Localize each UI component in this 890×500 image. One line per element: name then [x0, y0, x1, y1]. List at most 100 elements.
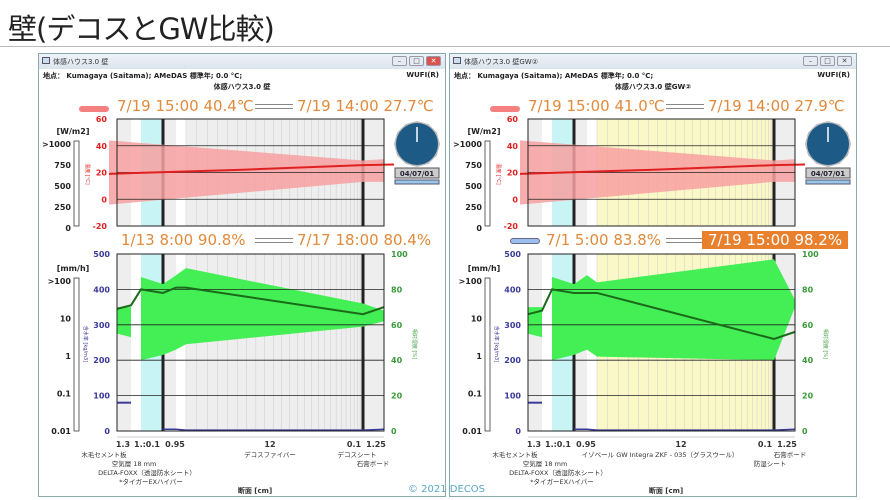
rain-tick-label: 0.01 [462, 427, 482, 436]
rh-tick-label: 40 [391, 356, 403, 365]
rh-left-readout: 7/1 5:00 83.8% [546, 231, 662, 249]
layer-thickness-label: 1.25 [777, 440, 797, 449]
wufi-label: WUFI(R) [817, 71, 850, 79]
water-tick-label: 300 [504, 321, 521, 330]
rh-right-readout: 7/17 18:00 80.4% [297, 231, 432, 249]
layer-thickness-label: 12 [675, 440, 686, 449]
rh-tick-label: 20 [391, 392, 403, 401]
temp-axis-label: 温度 [°C] [495, 163, 502, 185]
rain-tick-label: 1 [476, 352, 482, 361]
material-label: *タイガーEXハイパー [530, 477, 594, 486]
layer-thickness-label: 0.95 [165, 440, 185, 449]
date-label: 04/07/01 [400, 170, 434, 178]
temp-tick-label: 40 [96, 142, 108, 151]
water-content-line [574, 428, 796, 431]
temp-max-readout: 7/19 15:00 41.0℃ [528, 97, 665, 115]
solar-tick-label: 500 [465, 182, 482, 191]
rain-tick-label: >100 [48, 277, 72, 286]
rh-tick-label: 80 [802, 285, 814, 294]
maximize-button[interactable]: □ [409, 56, 424, 66]
rh-axis-label: 相対湿度 [%] [411, 329, 418, 359]
layer-thickness-label: 12 [264, 440, 275, 449]
rh-range-band [528, 307, 542, 338]
rain-unit: [mm/h] [468, 264, 501, 273]
rain-tick-label: 0.01 [51, 427, 71, 436]
material-label: イゾベール GW Integra ZKF - 035（グラスウール） [582, 450, 739, 459]
layer-thickness-label: 0.1 [758, 440, 773, 449]
temp-legend-bar [490, 106, 520, 112]
layer-thickness-label: 1.3 [116, 440, 130, 449]
temp-axis-label: 温度 [°C] [84, 163, 91, 185]
app-icon [453, 57, 461, 64]
layer-thickness-label: 0.1 [347, 440, 362, 449]
clock-face [807, 123, 849, 165]
window-titlebar: 体感ハウス3.0 壁 [39, 54, 445, 69]
material-label: 防湿シート [754, 459, 787, 468]
temp-tick-label: 60 [96, 115, 108, 124]
rain-tick-label: 0.1 [57, 390, 72, 399]
temp-min-readout: 7/19 14:00 27.7℃ [297, 97, 434, 115]
material-label: デコスファイバー [244, 450, 296, 459]
x-axis-label: 断面 [cm] [238, 486, 272, 495]
rh-axis-label: 相対湿度 [%] [822, 329, 829, 359]
solar-unit: [W/m2] [57, 127, 90, 136]
temp-tick-label: 20 [96, 169, 108, 178]
material-label: 木毛セメント板 [492, 450, 538, 459]
wufi-window-gw[interactable]: 体感ハウス3.0 壁GW② – □ ✕ 地点： Kumagaya (Saitama); … [449, 53, 857, 497]
window-controls: – □ ✕ [392, 56, 441, 66]
maximize-button[interactable]: □ [820, 56, 835, 66]
material-label: 木毛セメント板 [81, 450, 127, 459]
temp-legend-bar [79, 106, 109, 112]
location-info: 地点： Kumagaya (Saitama); AMeDAS 標準年; 0.0 … [454, 72, 654, 80]
solar-tick-label: 750 [54, 161, 71, 170]
water-tick-label: 200 [504, 356, 521, 365]
solar-scale-bar [484, 140, 491, 227]
minimize-button[interactable]: – [803, 56, 818, 66]
rh-line [527, 288, 796, 341]
water-tick-label: 500 [93, 250, 110, 259]
rh-range-band [117, 307, 131, 338]
date-label: 04/07/01 [811, 170, 845, 178]
divider [0, 46, 890, 47]
close-button[interactable]: ✕ [837, 56, 852, 66]
location-info: 地点： Kumagaya (Saitama); AMeDAS 標準年; 0.0 … [43, 72, 243, 80]
rain-tick-label: 1 [65, 352, 71, 361]
solar-scale-bar [73, 140, 80, 227]
temp-tick-label: 20 [507, 169, 519, 178]
material-label: 石膏ボード [357, 459, 390, 468]
wufi-label: WUFI(R) [406, 71, 439, 79]
temp-tick-label: 40 [507, 142, 519, 151]
date-progress-bar[interactable] [805, 179, 851, 185]
app-icon [42, 57, 50, 64]
layer-thickness-label: 1.25 [366, 440, 386, 449]
layer-thickness-label: 1.:0.1 [134, 440, 160, 449]
solar-tick-label: 500 [54, 182, 71, 191]
solar-tick-label: >1000 [453, 140, 482, 149]
solar-tick-label: 250 [54, 203, 71, 212]
temp-tick-label: 0 [101, 195, 107, 204]
rh-tick-label: 60 [391, 321, 403, 330]
water-axis-label: 含水率 [kg/m3] [493, 326, 500, 362]
copyright: © 2021 DECOS [408, 484, 486, 495]
rh-tick-label: 0 [802, 427, 808, 436]
solar-tick-label: 0 [65, 224, 71, 233]
date-progress-bar[interactable] [394, 179, 440, 185]
layer-thickness-label: 1.3 [527, 440, 541, 449]
equals-icon [666, 238, 704, 243]
solar-unit: [W/m2] [468, 127, 501, 136]
layer-air [542, 254, 552, 431]
window-controls: – □ ✕ [803, 56, 852, 66]
rh-tick-label: 100 [802, 250, 819, 259]
water-tick-label: 0 [104, 427, 110, 436]
material-label: DELTA-FOXX（透湿防水シート） [98, 468, 196, 477]
temp-tick-label: -20 [504, 222, 519, 231]
wufi-window-decos[interactable]: 体感ハウス3.0 壁 – □ ✕ 地点： Kumagaya (Saitama); AMe… [38, 53, 446, 497]
x-axis-label: 断面 [cm] [649, 486, 683, 495]
minimize-button[interactable]: – [392, 56, 407, 66]
material-label: 石膏ボード [774, 450, 807, 459]
close-button[interactable]: ✕ [426, 56, 441, 66]
material-label: 空気層 18 mm [523, 459, 568, 468]
rain-tick-label: 10 [471, 315, 483, 324]
